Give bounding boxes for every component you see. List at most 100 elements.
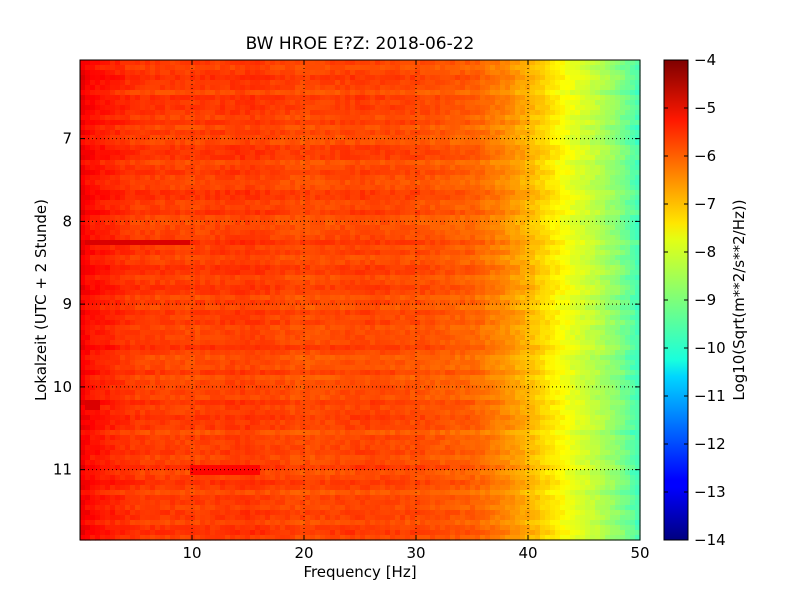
heatmap-cell — [525, 215, 531, 221]
heatmap-cell — [255, 215, 261, 221]
heatmap-cell — [450, 250, 456, 256]
heatmap-cell — [555, 140, 561, 146]
heatmap-cell — [610, 245, 616, 251]
heatmap-cell — [540, 160, 546, 166]
heatmap-cell — [520, 120, 526, 126]
heatmap-cell — [560, 175, 566, 181]
heatmap-cell — [615, 100, 621, 106]
heatmap-cell — [400, 100, 406, 106]
heatmap-cell — [125, 115, 131, 121]
heatmap-cell — [105, 210, 111, 216]
heatmap-cell — [345, 65, 351, 71]
heatmap-cell — [605, 240, 611, 246]
heatmap-cell — [630, 210, 636, 216]
heatmap-cell — [495, 125, 501, 131]
heatmap-cell — [345, 155, 351, 161]
heatmap-cell — [130, 170, 136, 176]
heatmap-cell — [265, 265, 271, 271]
heatmap-cell — [560, 255, 566, 261]
heatmap-cell — [590, 110, 596, 116]
heatmap-cell — [285, 150, 291, 156]
heatmap-cell — [560, 150, 566, 156]
heatmap-cell — [595, 150, 601, 156]
heatmap-cell — [365, 60, 371, 66]
heatmap-cell — [545, 195, 551, 201]
heatmap-cell — [100, 100, 106, 106]
heatmap-cell — [255, 225, 261, 231]
heatmap-cell — [335, 140, 341, 146]
heatmap-cell — [520, 165, 526, 171]
heatmap-cell — [390, 145, 396, 151]
heatmap-cell — [170, 255, 176, 261]
heatmap-cell — [480, 110, 486, 116]
heatmap-cell — [195, 125, 201, 131]
heatmap-cell — [275, 210, 281, 216]
heatmap-cell — [185, 235, 191, 241]
heatmap-cell — [310, 225, 316, 231]
heatmap-cell — [500, 125, 506, 131]
heatmap-cell — [540, 245, 546, 251]
heatmap-cell — [400, 125, 406, 131]
heatmap-cell — [585, 150, 591, 156]
heatmap-cell — [230, 110, 236, 116]
heatmap-cell — [460, 130, 466, 136]
heatmap-cell — [205, 80, 211, 86]
heatmap-cell — [165, 155, 171, 161]
heatmap-cell — [150, 250, 156, 256]
heatmap-cell — [535, 60, 541, 66]
heatmap-cell — [120, 180, 126, 186]
heatmap-cell — [440, 255, 446, 261]
heatmap-cell — [85, 180, 91, 186]
heatmap-cell — [490, 95, 496, 101]
heatmap-cell — [235, 235, 241, 241]
heatmap-cell — [325, 205, 331, 211]
heatmap-cell — [330, 100, 336, 106]
heatmap-cell — [605, 200, 611, 206]
heatmap-cell — [475, 140, 481, 146]
heatmap-cell — [180, 90, 186, 96]
heatmap-cell — [225, 225, 231, 231]
heatmap-cell — [255, 85, 261, 91]
heatmap-cell — [295, 135, 301, 141]
heatmap-cell — [235, 110, 241, 116]
heatmap-cell — [295, 95, 301, 101]
heatmap-cell — [270, 125, 276, 131]
heatmap-cell — [130, 240, 136, 246]
heatmap-cell — [280, 195, 286, 201]
heatmap-cell — [300, 230, 306, 236]
heatmap-cell — [330, 205, 336, 211]
heatmap-cell — [105, 275, 111, 281]
heatmap-cell — [560, 125, 566, 131]
heatmap-cell — [545, 85, 551, 91]
heatmap-cell — [440, 130, 446, 136]
heatmap-cell — [480, 120, 486, 126]
heatmap-cell — [190, 130, 196, 136]
heatmap-cell — [295, 245, 301, 251]
heatmap-cell — [440, 90, 446, 96]
heatmap-cell — [575, 125, 581, 131]
heatmap-cell — [280, 80, 286, 86]
heatmap-cell — [350, 115, 356, 121]
heatmap-cell — [350, 200, 356, 206]
heatmap-cell — [255, 130, 261, 136]
heatmap-cell — [190, 255, 196, 261]
heatmap-cell — [270, 275, 276, 281]
heatmap-cell — [360, 240, 366, 246]
heatmap-cell — [110, 60, 116, 66]
heatmap-cell — [180, 175, 186, 181]
heatmap-cell — [280, 70, 286, 76]
heatmap-cell — [140, 275, 146, 281]
heatmap-cell — [565, 140, 571, 146]
heatmap-cell — [465, 240, 471, 246]
heatmap-cell — [330, 280, 336, 286]
heatmap-cell — [445, 255, 451, 261]
heatmap-cell — [585, 65, 591, 71]
heatmap-cell — [135, 90, 141, 96]
heatmap-cell — [275, 150, 281, 156]
heatmap-cell — [230, 150, 236, 156]
heatmap-cell — [395, 110, 401, 116]
heatmap-cell — [335, 170, 341, 176]
heatmap-cell — [290, 65, 296, 71]
heatmap-cell — [240, 60, 246, 66]
heatmap-cell — [625, 70, 631, 76]
